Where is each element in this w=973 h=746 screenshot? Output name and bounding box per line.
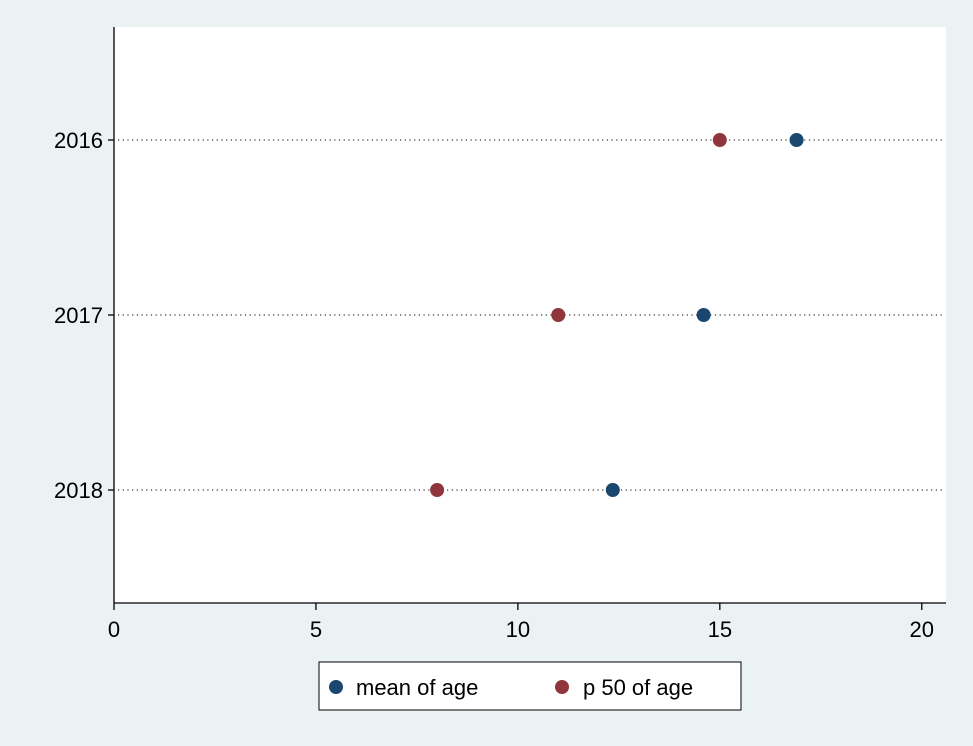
x-tick-label-15: 15: [708, 617, 732, 642]
legend: mean of age p 50 of age: [318, 661, 742, 711]
point-p-50-of-age-2018: [430, 483, 445, 497]
legend-box: [318, 661, 742, 711]
legend-label-p50-of-age: p 50 of age: [583, 675, 693, 700]
x-tick-label-0: 0: [108, 617, 120, 642]
x-tick-label-10: 10: [506, 617, 530, 642]
point-mean-of-age-2018: [605, 483, 620, 497]
plot-area: [114, 27, 946, 603]
legend-marker-mean-of-age: [329, 680, 343, 694]
y-tick-labels: 2016 2017 2018: [54, 128, 114, 503]
y-tick-label-2018: 2018: [54, 478, 103, 503]
point-mean-of-age-2016: [789, 133, 804, 147]
legend-marker-p50-of-age: [555, 680, 569, 694]
y-tick-label-2017: 2017: [54, 303, 103, 328]
y-tick-label-2016: 2016: [54, 128, 103, 153]
legend-label-mean-of-age: mean of age: [356, 675, 478, 700]
data-points: [430, 133, 804, 497]
x-ticks: 0 5 10 15 20: [108, 603, 934, 642]
x-tick-label-20: 20: [910, 617, 934, 642]
point-p-50-of-age-2017: [551, 308, 566, 322]
x-tick-label-5: 5: [310, 617, 322, 642]
gridlines: [118, 139, 942, 491]
point-p-50-of-age-2016: [712, 133, 727, 147]
point-mean-of-age-2017: [696, 308, 711, 322]
